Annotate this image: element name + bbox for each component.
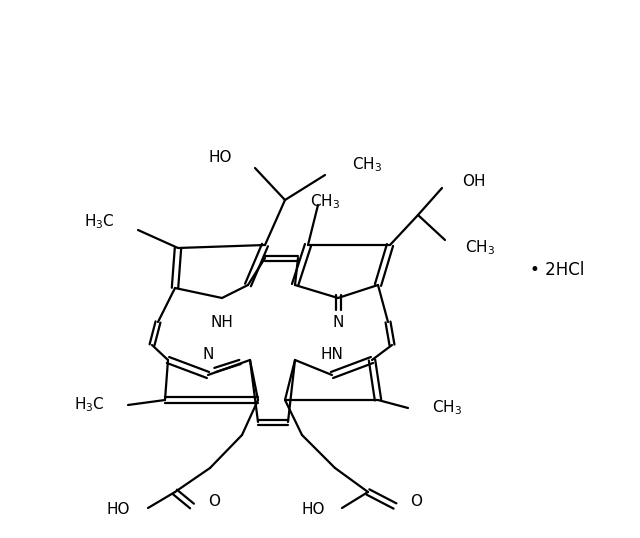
Text: NH: NH [211,315,234,330]
Text: CH$_3$: CH$_3$ [352,155,382,174]
Text: N: N [332,315,344,330]
Text: N: N [202,347,214,362]
Text: H$_3$C: H$_3$C [74,395,105,414]
Text: CH$_3$: CH$_3$ [310,192,340,211]
Text: CH$_3$: CH$_3$ [465,239,495,257]
Text: O: O [208,494,220,509]
Text: CH$_3$: CH$_3$ [432,399,462,417]
Text: HN: HN [321,347,344,362]
Text: OH: OH [462,174,486,189]
Text: H$_3$C: H$_3$C [84,213,115,231]
Text: O: O [410,494,422,509]
Text: HO: HO [106,502,130,518]
Text: HO: HO [301,502,325,518]
Text: HO: HO [209,151,232,166]
Text: • 2HCl: • 2HCl [530,261,584,279]
